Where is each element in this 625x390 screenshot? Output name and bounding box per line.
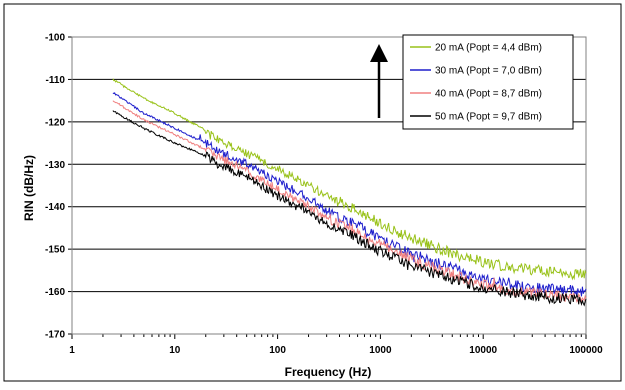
y-tick-label: -160 <box>45 287 65 298</box>
y-tick-label: -110 <box>46 75 66 86</box>
x-axis-title: Frequency (Hz) <box>285 365 372 379</box>
y-tick-label: -140 <box>45 202 65 213</box>
x-tick-label: 100000 <box>569 345 603 356</box>
plot-area <box>71 36 587 335</box>
y-tick-label: -170 <box>45 330 65 341</box>
axes: -170 -160 -150 -140 -130 -120 -110 -100 1 10 100 10… <box>45 33 603 357</box>
y-tick-label: -130 <box>45 160 65 171</box>
legend-label-1: 20 mA (Popt = 4,4 dBm) <box>435 43 542 54</box>
x-tick-label: 100 <box>269 345 286 356</box>
x-tick-label: 10000 <box>469 345 497 356</box>
legend-label-3: 40 mA (Popt = 8,7 dBm) <box>435 89 542 100</box>
legend: 20 mA (Popt = 4,4 dBm) 30 mA (Popt = 7,0 … <box>402 34 574 130</box>
y-tick-label: -150 <box>45 245 65 256</box>
series-line-3 <box>112 100 587 303</box>
annotation-arrow <box>370 44 388 118</box>
x-tick-label: 1 <box>69 345 75 356</box>
y-tick-label: -100 <box>45 33 65 44</box>
series-line-4 <box>112 110 587 307</box>
y-axis-title: RIN (dB/Hz) <box>22 155 36 221</box>
legend-label-4: 50 mA (Popt = 9,7 dBm) <box>435 112 542 123</box>
x-tick-label: 1000 <box>369 345 392 356</box>
series-lines <box>112 78 587 307</box>
x-tick-label: 10 <box>169 345 181 356</box>
y-tick-label: -120 <box>45 117 65 128</box>
legend-box <box>402 34 574 130</box>
series-line-1 <box>112 78 587 281</box>
legend-label-2: 30 mA (Popt = 7,0 dBm) <box>435 66 542 77</box>
arrow-head <box>370 44 388 62</box>
